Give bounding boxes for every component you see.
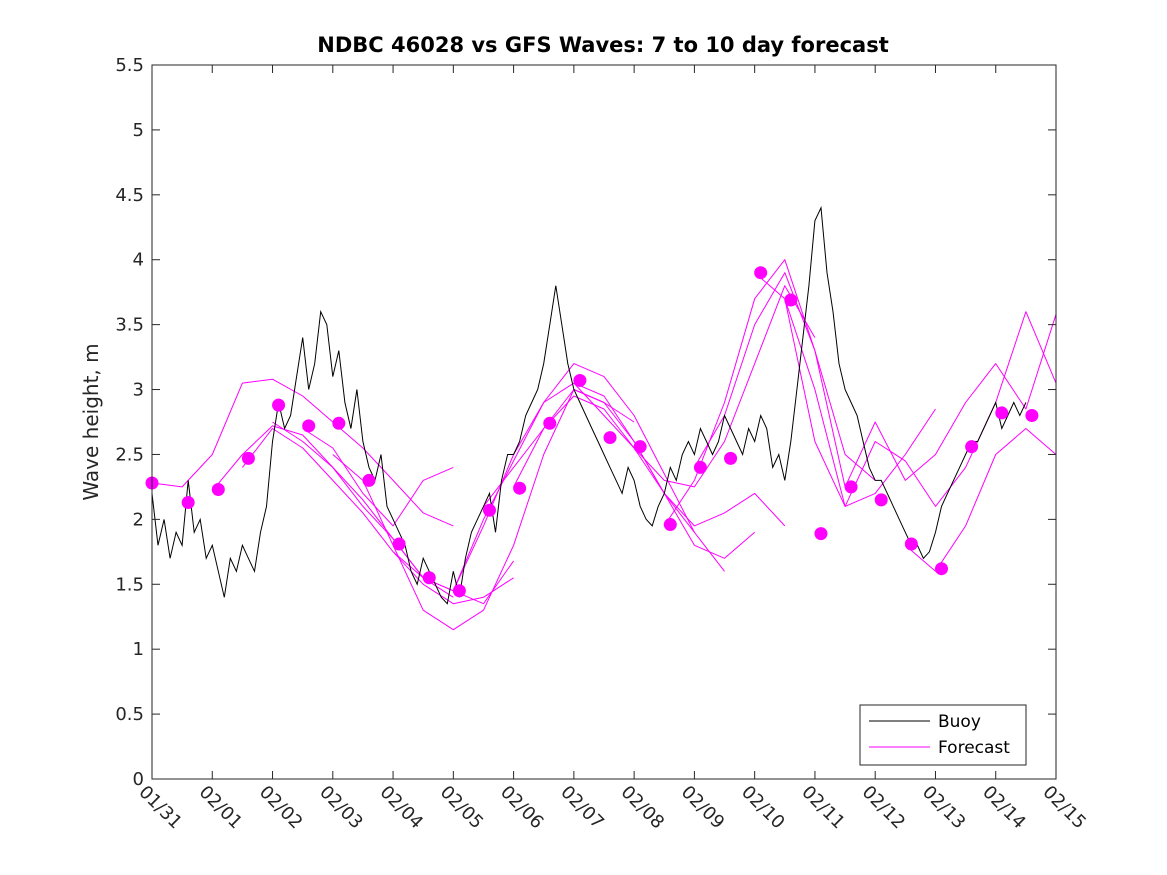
y-tick-label: 1	[133, 639, 144, 660]
forecast-marker	[603, 431, 617, 445]
y-tick-label: 2.5	[115, 444, 144, 465]
forecast-run-line	[844, 314, 1056, 488]
forecast-marker	[211, 483, 225, 497]
forecast-marker	[754, 266, 768, 280]
forecast-run-line	[242, 428, 514, 605]
legend-forecast-label: Forecast	[938, 738, 1010, 758]
plot-area	[152, 65, 1056, 779]
forecast-marker	[573, 373, 587, 387]
y-tick-label: 1.5	[115, 574, 144, 595]
legend-buoy-label: Buoy	[938, 712, 981, 732]
legend: Buoy Forecast	[859, 704, 1027, 766]
forecast-marker	[633, 440, 647, 454]
chart-title: NDBC 46028 vs GFS Waves: 7 to 10 day for…	[317, 33, 888, 57]
forecast-marker	[272, 398, 286, 412]
y-tick-label: 3.5	[115, 315, 144, 336]
legend-box	[859, 704, 1027, 766]
y-tick-label: 2	[133, 509, 144, 530]
forecast-run-line	[302, 428, 454, 527]
forecast-marker	[874, 493, 888, 507]
buoy-series	[152, 205, 1027, 605]
forecast-marker	[934, 562, 948, 576]
y-tick-label: 5.5	[115, 55, 144, 76]
forecast-marker	[724, 451, 738, 465]
forecast-run-line	[904, 428, 1056, 572]
forecast-marker	[814, 527, 828, 541]
forecast-lines	[152, 259, 1056, 631]
forecast-marker	[392, 537, 406, 551]
forecast-marker	[784, 293, 798, 307]
forecast-marker	[844, 480, 858, 494]
forecast-marker	[663, 518, 677, 532]
forecast-marker	[513, 481, 527, 495]
forecast-marker	[181, 495, 195, 509]
y-tick-label: 0	[133, 769, 144, 790]
y-tick-label: 5	[133, 120, 144, 141]
forecast-marker	[995, 406, 1009, 420]
forecast-marker	[302, 419, 316, 433]
y-tick-label: 0.5	[115, 704, 144, 725]
y-tick-label: 3	[133, 380, 144, 401]
plot-frame	[151, 64, 1057, 780]
forecast-marker	[422, 571, 436, 585]
forecast-marker	[332, 416, 346, 430]
forecast-marker	[482, 503, 496, 517]
forecast-run-line	[152, 378, 454, 527]
forecast-marker	[965, 440, 979, 454]
forecast-run-line	[573, 285, 816, 488]
forecast-marker	[693, 460, 707, 474]
forecast-marker	[452, 584, 466, 598]
forecast-run-line	[483, 395, 756, 559]
y-axis: 0 0.5 1 1.5 2 2.5 3 3.5 4 4.5 5 5.5	[115, 55, 1056, 790]
y-tick-label: 4.5	[115, 185, 144, 206]
forecast-marker	[241, 451, 255, 465]
forecast-run-line	[513, 389, 786, 527]
forecast-run-line	[272, 421, 515, 605]
y-axis-label: Wave height, m	[79, 343, 103, 500]
forecast-marker	[1025, 409, 1039, 423]
forecast-run-line	[784, 298, 1056, 507]
y-tick-label: 4	[133, 250, 144, 271]
forecast-marker	[543, 416, 557, 430]
forecast-markers	[145, 266, 1039, 598]
forecast-marker	[362, 473, 376, 487]
buoy-line	[152, 205, 1027, 605]
forecast-marker	[904, 537, 918, 551]
